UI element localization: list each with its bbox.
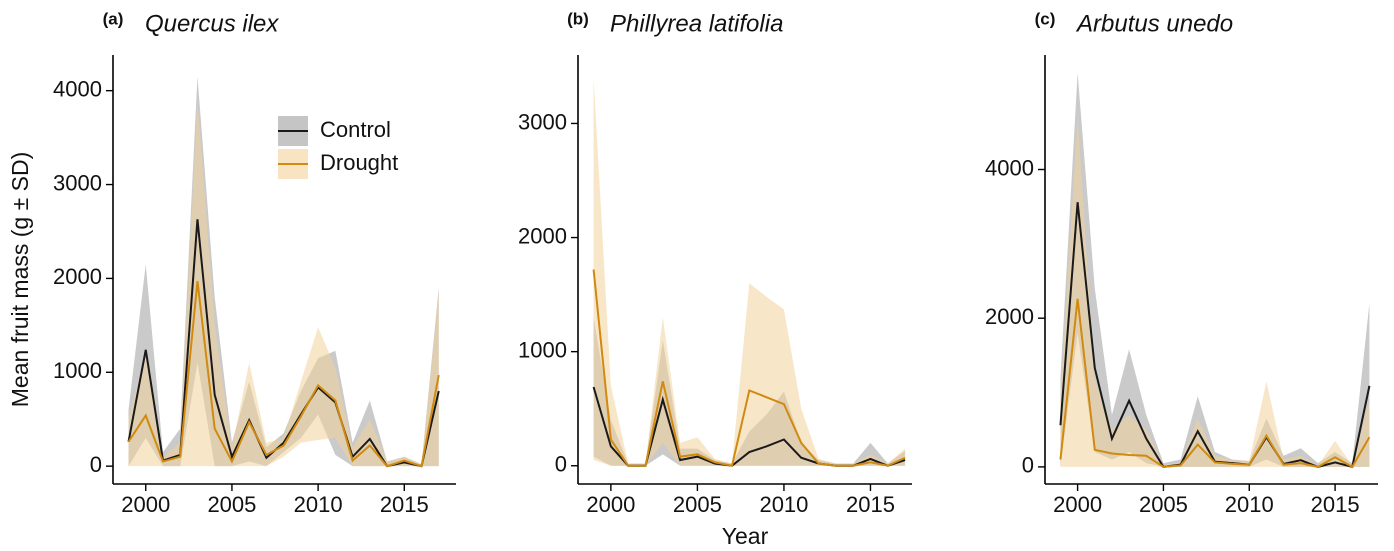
x-tick-label: 2005	[1139, 492, 1188, 517]
panel-title: Arbutus unedo	[1075, 10, 1233, 37]
sd-band	[1060, 72, 1370, 467]
x-tick-label: 2015	[846, 492, 895, 517]
sd-band	[1060, 117, 1370, 467]
y-axis-label: Mean fruit mass (g ± SD)	[7, 152, 33, 407]
x-tick-label: 2010	[759, 492, 808, 517]
y-tick-label: 1000	[53, 358, 102, 383]
x-axis-label: Year	[722, 523, 769, 549]
y-tick-label: 0	[555, 452, 567, 477]
x-tick-label: 2005	[207, 492, 256, 517]
panel-label: (b)	[567, 9, 589, 28]
x-tick-label: 2000	[121, 492, 170, 517]
mean-line	[592, 269, 906, 467]
mean-line	[127, 281, 440, 468]
panel-title: Phillyrea latifolia	[610, 10, 783, 37]
panel-label: (a)	[103, 9, 124, 28]
x-tick-label: 2015	[1311, 492, 1360, 517]
y-tick-label: 3000	[53, 170, 102, 195]
x-tick-label: 2005	[673, 492, 722, 517]
legend-label: Drought	[320, 150, 398, 175]
y-tick-label: 3000	[518, 109, 567, 134]
y-tick-label: 0	[90, 452, 102, 477]
x-tick-label: 2015	[380, 492, 429, 517]
y-tick-label: 2000	[518, 223, 567, 248]
y-tick-label: 2000	[53, 264, 102, 289]
legend-item: Drought	[278, 149, 398, 179]
sd-band	[128, 100, 439, 467]
y-tick-label: 2000	[985, 304, 1034, 329]
x-tick-label: 2000	[1053, 492, 1102, 517]
y-tick-label: 4000	[53, 76, 102, 101]
panel-title: Quercus ilex	[145, 10, 279, 37]
legend-item: Control	[278, 116, 391, 146]
panel-label: (c)	[1035, 9, 1056, 28]
x-tick-label: 2000	[586, 492, 635, 517]
legend-label: Control	[320, 117, 391, 142]
y-tick-label: 4000	[985, 155, 1034, 180]
sd-band	[593, 77, 906, 466]
mean-line	[1059, 298, 1371, 469]
y-tick-label: 1000	[518, 337, 567, 362]
y-tick-label: 0	[1022, 453, 1034, 478]
mean-line	[127, 219, 440, 468]
x-tick-label: 2010	[1225, 492, 1274, 517]
x-tick-label: 2010	[294, 492, 343, 517]
